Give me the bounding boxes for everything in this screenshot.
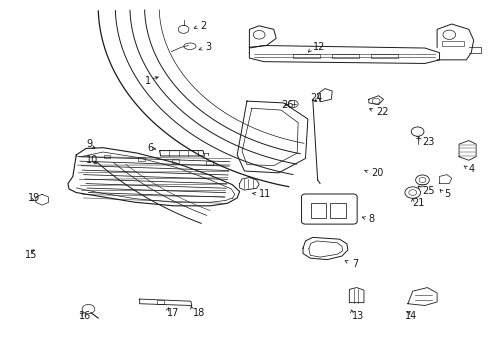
Text: 13: 13 [351,311,363,321]
Bar [370,54,397,58]
Text: 20: 20 [370,168,383,178]
Bar [330,203,345,219]
Bar [157,300,163,305]
Text: 15: 15 [25,250,38,260]
Text: 4: 4 [468,164,474,174]
Text: 18: 18 [193,308,205,318]
Text: 12: 12 [312,42,325,52]
Bar [441,41,463,45]
Text: 5: 5 [444,189,450,199]
Text: 21: 21 [412,198,424,208]
Bar [331,54,358,58]
Text: 2: 2 [200,21,206,31]
Bar [104,155,110,158]
Text: 16: 16 [79,311,91,321]
Text: 1: 1 [144,76,150,86]
Text: 22: 22 [375,107,388,117]
Text: 14: 14 [405,311,417,321]
Text: 24: 24 [310,93,322,103]
Bar [206,161,212,165]
Text: 25: 25 [422,186,434,196]
Text: 6: 6 [147,143,153,153]
Text: 9: 9 [86,139,92,149]
Text: 19: 19 [27,193,40,203]
Bar [172,159,178,163]
Text: 10: 10 [86,155,98,165]
Text: 26: 26 [281,100,293,110]
Bar [310,203,326,219]
Text: 23: 23 [422,138,434,147]
Bar [138,157,144,161]
Bar [293,54,320,58]
Text: 11: 11 [259,189,271,199]
Text: 7: 7 [351,259,357,269]
Text: 17: 17 [166,308,179,318]
Text: 8: 8 [368,215,374,224]
Text: 3: 3 [205,42,211,52]
